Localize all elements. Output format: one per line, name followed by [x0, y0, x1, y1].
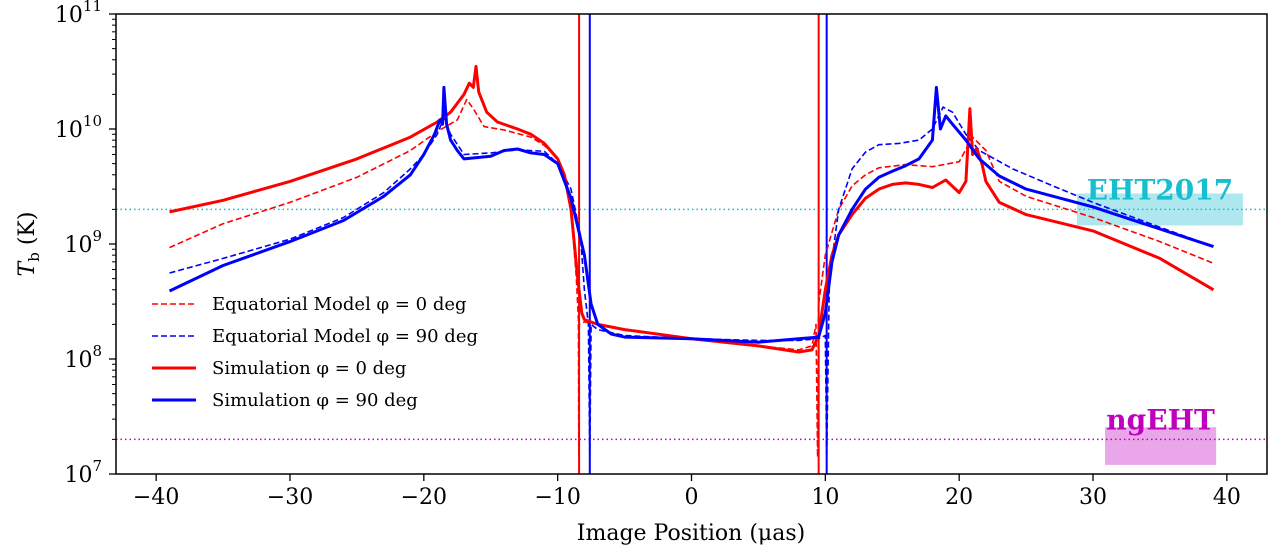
y-tick-label-1: 108: [64, 342, 102, 373]
x-tick-label-0: −40: [133, 485, 179, 510]
y-axis-label: Tb (K): [15, 212, 43, 277]
series-line-0: [169, 98, 1214, 458]
threshold-band-1: [1105, 427, 1217, 465]
x-tick-label-5: 10: [811, 485, 839, 510]
legend-label-2: Simulation φ = 0 deg: [212, 358, 406, 379]
y-tick-label-0: 107: [64, 457, 102, 488]
y-tick-label-3: 1010: [55, 112, 102, 143]
threshold-label-1: ngEHT: [1106, 403, 1215, 436]
x-tick-label-1: −30: [267, 485, 313, 510]
y-tick-label-2: 109: [64, 227, 102, 258]
legend-label-1: Equatorial Model φ = 90 deg: [212, 326, 478, 347]
x-tick-label-3: −10: [534, 485, 580, 510]
series-line-2: [169, 64, 1215, 354]
x-tick-label-7: 30: [1079, 485, 1107, 510]
series-line-3: [168, 85, 1214, 344]
x-tick-label-4: 0: [685, 485, 699, 510]
x-tick-label-8: 40: [1213, 485, 1241, 510]
x-axis-label: Image Position (μas): [577, 521, 805, 546]
legend: Equatorial Model φ = 0 deg Equatorial Mod…: [152, 294, 478, 411]
x-tick-label-2: −20: [401, 485, 447, 510]
legend-label-3: Simulation φ = 90 deg: [212, 390, 418, 411]
legend-label-0: Equatorial Model φ = 0 deg: [212, 294, 467, 315]
y-tick-label-4: 1011: [55, 0, 102, 28]
x-tick-label-6: 20: [945, 485, 973, 510]
threshold-label-0: EHT2017: [1087, 173, 1234, 206]
